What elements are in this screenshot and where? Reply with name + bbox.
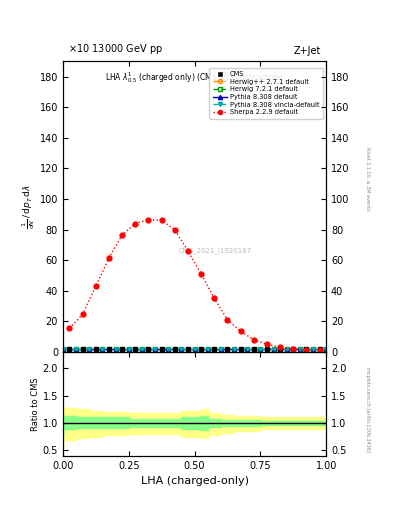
Text: CMS_2021_I1920187: CMS_2021_I1920187 [179, 247, 252, 253]
Text: $\times 10$ 13000 GeV pp: $\times 10$ 13000 GeV pp [68, 41, 163, 56]
Y-axis label: Ratio to CMS: Ratio to CMS [31, 377, 40, 431]
Text: Z+Jet: Z+Jet [294, 46, 321, 56]
Text: mcplots.cern.ch [arXiv:1306.3436]: mcplots.cern.ch [arXiv:1306.3436] [365, 367, 370, 452]
Text: LHA $\lambda^{1}_{0.5}$ (charged only) (CMS jet substructure): LHA $\lambda^{1}_{0.5}$ (charged only) (… [105, 70, 284, 85]
Text: Rivet 3.1.10, ≥ 3M events: Rivet 3.1.10, ≥ 3M events [365, 147, 370, 211]
X-axis label: LHA (charged-only): LHA (charged-only) [141, 476, 248, 486]
Y-axis label: $\frac{1}{\mathrm{d}N}\,/\,\mathrm{d}p_T\,\mathrm{d}\lambda$: $\frac{1}{\mathrm{d}N}\,/\,\mathrm{d}p_T… [20, 184, 37, 229]
Legend: CMS, Herwig++ 2.7.1 default, Herwig 7.2.1 default, Pythia 8.308 default, Pythia : CMS, Herwig++ 2.7.1 default, Herwig 7.2.… [209, 68, 323, 119]
